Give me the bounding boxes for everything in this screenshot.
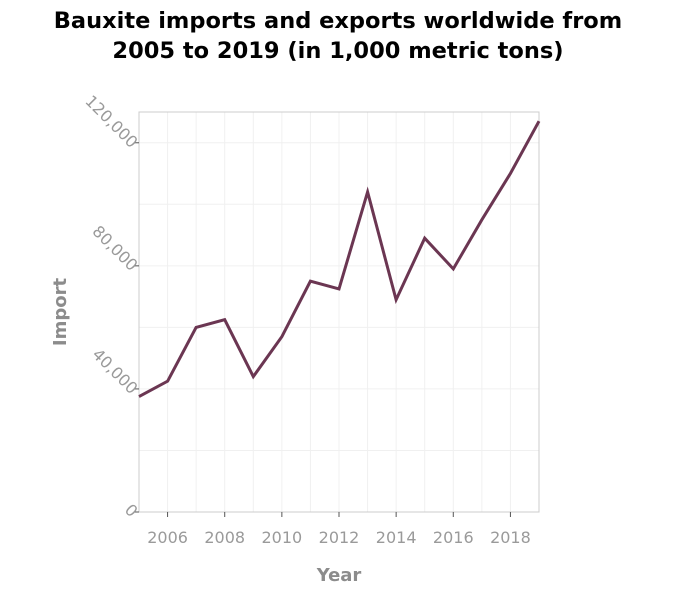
x-tick-label: 2006 <box>147 528 188 547</box>
chart-title: Bauxite imports and exports worldwide fr… <box>0 6 676 66</box>
x-tick-label: 2010 <box>261 528 302 547</box>
y-tick-label: 40,000 <box>89 345 142 398</box>
x-tick-label: 2014 <box>376 528 417 547</box>
y-tick-label: 80,000 <box>89 222 142 275</box>
x-tick-label: 2018 <box>490 528 531 547</box>
x-tick-label: 2008 <box>204 528 245 547</box>
x-axis-title: Year <box>316 565 362 586</box>
chart-title-line1: Bauxite imports and exports worldwide fr… <box>53 8 623 34</box>
series-line <box>138 120 541 398</box>
x-tick-label: 2012 <box>319 528 360 547</box>
x-tick-label: 2016 <box>433 528 474 547</box>
grid-lines <box>138 112 540 513</box>
x-axis-ticks: 2006 2008 2010 2012 2014 2016 2018 <box>147 512 531 547</box>
y-tick-label: 120,000 <box>81 91 141 151</box>
chart-title-line2: 2005 to 2019 (in 1,000 metric tons) <box>112 38 564 64</box>
y-axis-title: Import <box>50 278 71 347</box>
